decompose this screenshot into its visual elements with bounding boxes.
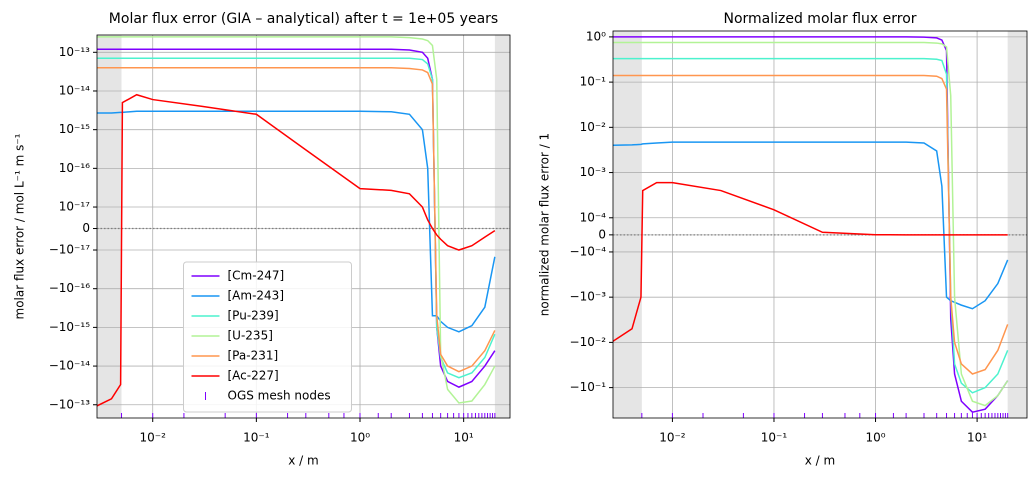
y-tick-label: 10⁻¹⁴ [59, 83, 90, 97]
x-tick-label: 10¹ [454, 431, 474, 445]
y-tick-label: −10⁻¹ [570, 380, 607, 394]
series-line [97, 93, 496, 407]
legend-label: [Pa-231] [228, 349, 279, 363]
axes: 10⁻² 10⁻¹ 10⁰ 10¹ 10⁰ 10⁻¹ 10⁻² 10⁻³ 10⁻⁴ 0 −10⁻⁴ −… [538, 11, 1028, 468]
y-tick-label: 10⁻¹ [580, 75, 607, 89]
chart-title: Molar flux error (GIA – analytical) afte… [109, 11, 498, 27]
legend-label: [Ac-227] [228, 369, 279, 383]
series-line [97, 57, 496, 379]
x-axis-label: x / m [288, 454, 318, 468]
series-line [613, 74, 1009, 375]
y-axis-label: molar flux error / mol L⁻¹ m s⁻¹ [13, 133, 27, 319]
y-tick-label: −10⁻¹⁶ [49, 281, 90, 295]
y-axis-label: normalized molar flux error / 1 [538, 133, 552, 316]
y-tick-label: 10⁻³ [580, 165, 607, 179]
y-tick-label: −10⁻¹⁷ [49, 243, 90, 257]
series-line [613, 141, 1009, 310]
legend-label: [U-235] [228, 329, 273, 343]
series-line [97, 36, 496, 404]
y-tick-label: −10⁻³ [570, 290, 607, 304]
legend-label: OGS mesh nodes [228, 389, 331, 403]
y-tick-label: 10⁻¹⁶ [59, 161, 90, 175]
y-tick-label: −10⁻¹⁴ [49, 359, 90, 373]
y-tick-label: −10⁻² [570, 335, 607, 349]
y-tick-label: 10⁰ [586, 29, 606, 43]
series-line [97, 66, 496, 373]
shaded-region [613, 31, 642, 418]
axes-frame [96, 34, 511, 419]
x-tick-label: 10⁻¹ [243, 431, 270, 445]
x-tick-label: 10⁰ [350, 431, 370, 445]
legend-label: [Cm-247] [228, 269, 285, 283]
x-axis-label: x / m [805, 454, 835, 468]
y-tick-label: −10⁻¹⁵ [49, 320, 90, 334]
series-line [613, 181, 1008, 343]
y-tick-label: 0 [598, 227, 606, 241]
y-tick-label: 10⁻² [580, 120, 607, 134]
series-line [97, 110, 496, 333]
legend-label: [Am-243] [228, 289, 285, 303]
x-tick-label: 10⁰ [865, 431, 885, 445]
x-tick-label: 10⁻² [659, 431, 686, 445]
axes-frame [612, 30, 1028, 419]
x-tick-label: 10⁻¹ [761, 431, 788, 445]
legend-label: [Pu-239] [228, 309, 279, 323]
series-line [613, 41, 1009, 407]
y-tick-label: 10⁻¹³ [59, 45, 90, 59]
series-line [97, 48, 496, 388]
y-tick-label: 10⁻⁴ [580, 210, 607, 224]
axes: 10⁻² 10⁻¹ 10⁰ 10¹ 10⁻¹³ 10⁻¹⁴ 10⁻¹⁵ 10⁻¹⁶ 10⁻¹⁷ 0… [13, 11, 511, 468]
y-tick-label: 0 [82, 221, 90, 235]
shaded-region [494, 35, 510, 418]
shaded-region [97, 35, 122, 418]
y-tick-label: 10⁻¹⁷ [59, 200, 90, 214]
x-tick-label: 10⁻² [140, 431, 167, 445]
y-tick-label: −10⁻⁴ [570, 244, 607, 258]
series-line [613, 36, 1009, 414]
y-tick-label: 10⁻¹⁵ [59, 122, 90, 136]
legend-box [183, 261, 352, 413]
y-tick-label: −10⁻¹³ [49, 397, 90, 411]
legend: [Cm-247] [Am-243] [Pu-239] [U-235] [Pa-231] [… [183, 261, 352, 413]
chart-title: Normalized molar flux error [723, 11, 916, 27]
shaded-region [1007, 31, 1027, 418]
x-tick-label: 10¹ [967, 431, 987, 445]
